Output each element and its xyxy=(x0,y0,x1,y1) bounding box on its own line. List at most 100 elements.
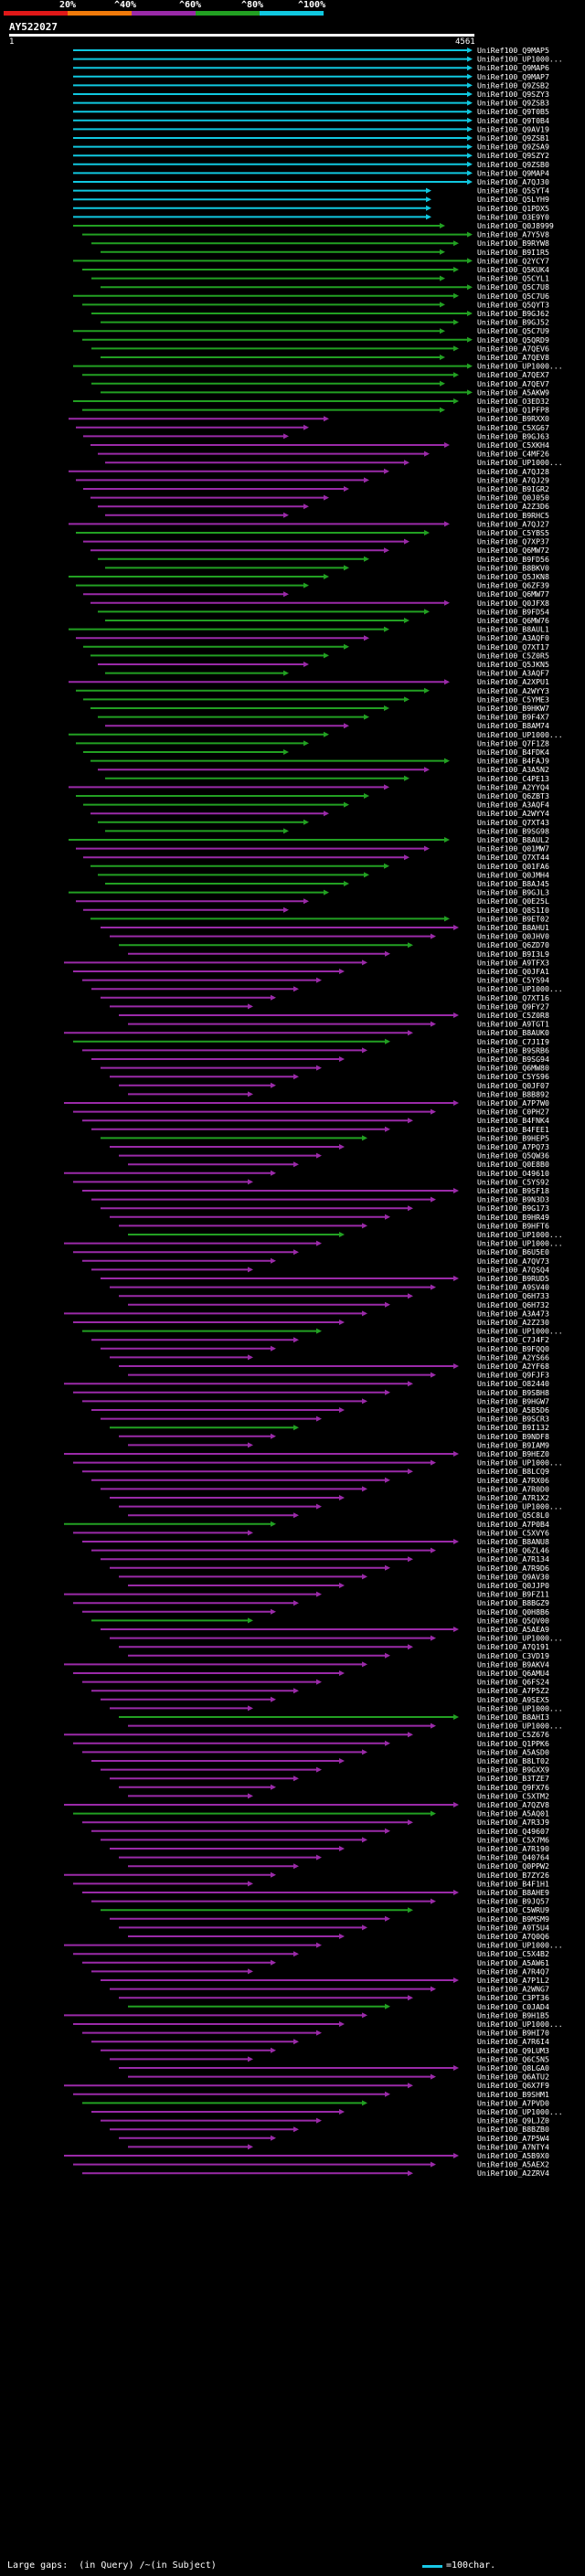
hit-name[interactable]: UniRef100_A7NTY4 xyxy=(477,2142,549,2151)
hit-name[interactable]: UniRef100_UP1000... xyxy=(477,2107,563,2116)
hit-name[interactable]: UniRef100_A7R1X2 xyxy=(477,1493,549,1502)
hit-name[interactable]: UniRef100_UP1000... xyxy=(477,1634,563,1643)
hit-name[interactable]: UniRef100_B4FDK4 xyxy=(477,747,549,757)
hit-name[interactable]: UniRef100_B9FZ11 xyxy=(477,1590,549,1599)
hit-name[interactable]: UniRef100_A9SEX5 xyxy=(477,1695,549,1704)
hit-name[interactable]: UniRef100_C5XVY6 xyxy=(477,1528,549,1537)
hit-name[interactable]: UniRef100_A7R3J9 xyxy=(477,1818,549,1827)
hit-name[interactable]: UniRef100_C5YS96 xyxy=(477,1072,549,1081)
hit-name[interactable]: UniRef100_B9SRB6 xyxy=(477,1045,549,1055)
hit-name[interactable]: UniRef100_C3PT36 xyxy=(477,1993,549,2002)
hit-name[interactable]: UniRef100_A7QEV7 xyxy=(477,379,549,388)
hit-name[interactable]: UniRef100_Q0J8999 xyxy=(477,221,554,230)
hit-name[interactable]: UniRef100_B8LT02 xyxy=(477,1756,549,1765)
hit-name[interactable]: UniRef100_B8AHU1 xyxy=(477,923,549,932)
hit-name[interactable]: UniRef100_C5Z0R5 xyxy=(477,651,549,660)
hit-name[interactable]: UniRef100_B9JQ57 xyxy=(477,1897,549,1906)
hit-name[interactable]: UniRef100_Q9MAP6 xyxy=(477,63,549,72)
hit-name[interactable]: UniRef100_Q5C7U8 xyxy=(477,282,549,292)
hit-name[interactable]: UniRef100_Q5C8L0 xyxy=(477,1511,549,1520)
hit-name[interactable]: UniRef100_O3ED32 xyxy=(477,397,549,406)
hit-name[interactable]: UniRef100_A2WNG7 xyxy=(477,1985,549,1994)
hit-name[interactable]: UniRef100_UP1000... xyxy=(477,1722,563,1731)
hit-name[interactable]: UniRef100_B9HGW7 xyxy=(477,1396,549,1405)
hit-name[interactable]: UniRef100_Q5QW36 xyxy=(477,1151,549,1161)
hit-name[interactable]: UniRef100_A7Q0Q6 xyxy=(477,1932,549,1941)
hit-name[interactable]: UniRef100_B9IGR2 xyxy=(477,484,549,493)
hit-name[interactable]: UniRef100_A7QJ29 xyxy=(477,475,549,484)
hit-name[interactable]: UniRef100_A5AW61 xyxy=(477,1958,549,1967)
hit-name[interactable]: UniRef100_A9T5U4 xyxy=(477,1923,549,1932)
hit-name[interactable]: UniRef100_B9RUD5 xyxy=(477,1274,549,1283)
hit-name[interactable]: UniRef100_B9N3D3 xyxy=(477,1195,549,1204)
hit-name[interactable]: UniRef100_C7J4F2 xyxy=(477,1335,549,1344)
hit-name[interactable]: UniRef100_B9I3L9 xyxy=(477,949,549,959)
hit-name[interactable]: UniRef100_A2XPU1 xyxy=(477,677,549,686)
hit-name[interactable]: UniRef100_Q5C7U6 xyxy=(477,292,549,301)
hit-name[interactable]: UniRef100_A9TFX3 xyxy=(477,958,549,967)
hit-name[interactable]: UniRef100_Q5LYH9 xyxy=(477,195,549,204)
hit-name[interactable]: UniRef100_A7QEV6 xyxy=(477,344,549,353)
hit-name[interactable]: UniRef100_Q7XT44 xyxy=(477,853,549,862)
hit-name[interactable]: UniRef100_B8AHI3 xyxy=(477,1712,549,1722)
hit-name[interactable]: UniRef100_A7QV73 xyxy=(477,1256,549,1266)
hit-name[interactable]: UniRef100_B9HKW7 xyxy=(477,704,549,713)
hit-name[interactable]: UniRef100_Q9AV30 xyxy=(477,1572,549,1581)
hit-name[interactable]: UniRef100_Q6FS24 xyxy=(477,1678,549,1687)
hit-name[interactable]: UniRef100_A5AEX2 xyxy=(477,2160,549,2169)
hit-name[interactable]: UniRef100_Q7F1Z8 xyxy=(477,738,549,747)
hit-name[interactable]: UniRef100_C0JAD4 xyxy=(477,2002,549,2011)
hit-name[interactable]: UniRef100_B9F4X7 xyxy=(477,713,549,722)
hit-name[interactable]: UniRef100_A3A473 xyxy=(477,1309,549,1318)
hit-name[interactable]: UniRef100_A7QJ27 xyxy=(477,519,549,528)
hit-name[interactable]: UniRef100_B8AJ45 xyxy=(477,879,549,888)
hit-name[interactable]: UniRef100_C5X4B2 xyxy=(477,1949,549,1958)
hit-name[interactable]: UniRef100_C7J1I9 xyxy=(477,1037,549,1046)
hit-name[interactable]: UniRef100_A7QJ28 xyxy=(477,467,549,476)
hit-name[interactable]: UniRef100_B9GJ62 xyxy=(477,309,549,318)
hit-name[interactable]: UniRef100_Q5JKN8 xyxy=(477,572,549,581)
hit-name[interactable]: UniRef100_A5AEA9 xyxy=(477,1625,549,1634)
hit-name[interactable]: UniRef100_UP1000... xyxy=(477,362,563,371)
hit-name[interactable]: UniRef100_B9FD56 xyxy=(477,555,549,564)
hit-name[interactable]: UniRef100_B3TZE7 xyxy=(477,1774,549,1783)
hit-name[interactable]: UniRef100_Q6MW77 xyxy=(477,589,549,599)
hit-name[interactable]: UniRef100_A7R0D0 xyxy=(477,1484,549,1493)
hit-name[interactable]: UniRef100_C5Z0R8 xyxy=(477,1011,549,1020)
hit-name[interactable]: UniRef100_UP1000... xyxy=(477,55,563,64)
hit-name[interactable]: UniRef100_A7P1L2 xyxy=(477,1976,549,1985)
hit-name[interactable]: UniRef100_A7PQ73 xyxy=(477,1142,549,1151)
hit-name[interactable]: UniRef100_Q9ZSB0 xyxy=(477,160,549,169)
hit-name[interactable]: UniRef100_Q0J050 xyxy=(477,493,549,503)
hit-name[interactable]: UniRef100_A7R9D6 xyxy=(477,1564,549,1573)
hit-name[interactable]: UniRef100_Q7XP37 xyxy=(477,537,549,546)
hit-name[interactable]: UniRef100_Q0JFA1 xyxy=(477,967,549,976)
hit-name[interactable]: UniRef100_C5XTM2 xyxy=(477,1791,549,1800)
hit-name[interactable]: UniRef100_A3AQF4 xyxy=(477,800,549,810)
hit-name[interactable]: UniRef100_C5XKH4 xyxy=(477,440,549,450)
hit-name[interactable]: UniRef100_Q6ZBT3 xyxy=(477,791,549,800)
hit-name[interactable]: UniRef100_Q01FA6 xyxy=(477,862,549,871)
hit-name[interactable]: UniRef100_B6U5E0 xyxy=(477,1247,549,1256)
hit-name[interactable]: UniRef100_Q9T0B5 xyxy=(477,107,549,116)
hit-name[interactable]: UniRef100_Q2YCY7 xyxy=(477,256,549,265)
hit-name[interactable]: UniRef100_Q9LUM3 xyxy=(477,2046,549,2055)
hit-name[interactable]: UniRef100_B8AUL2 xyxy=(477,835,549,844)
hit-name[interactable]: UniRef100_B4FAJ9 xyxy=(477,757,549,766)
hit-name[interactable]: UniRef100_UP1000... xyxy=(477,1703,563,1712)
hit-name[interactable]: UniRef100_Q6H732 xyxy=(477,1300,549,1309)
hit-name[interactable]: UniRef100_O3E9Y0 xyxy=(477,212,549,221)
hit-name[interactable]: UniRef100_A2YYQ4 xyxy=(477,782,549,791)
hit-name[interactable]: UniRef100_A2Z3D6 xyxy=(477,502,549,511)
hit-name[interactable]: UniRef100_Q5QYT3 xyxy=(477,300,549,309)
hit-name[interactable]: UniRef100_A2WYY4 xyxy=(477,809,549,818)
hit-name[interactable]: UniRef100_A2WYY3 xyxy=(477,686,549,695)
hit-name[interactable]: UniRef100_A7QEV8 xyxy=(477,353,549,362)
hit-name[interactable]: UniRef100_A3AQF0 xyxy=(477,633,549,642)
hit-name[interactable]: UniRef100_Q6MW80 xyxy=(477,1064,549,1073)
hit-name[interactable]: UniRef100_UP1000... xyxy=(477,984,563,993)
hit-name[interactable]: UniRef100_O49610 xyxy=(477,1169,549,1178)
hit-name[interactable]: UniRef100_B9MSM9 xyxy=(477,1914,549,1924)
hit-name[interactable]: UniRef100_B9I132 xyxy=(477,1423,549,1432)
hit-name[interactable]: UniRef100_B9FD54 xyxy=(477,607,549,616)
